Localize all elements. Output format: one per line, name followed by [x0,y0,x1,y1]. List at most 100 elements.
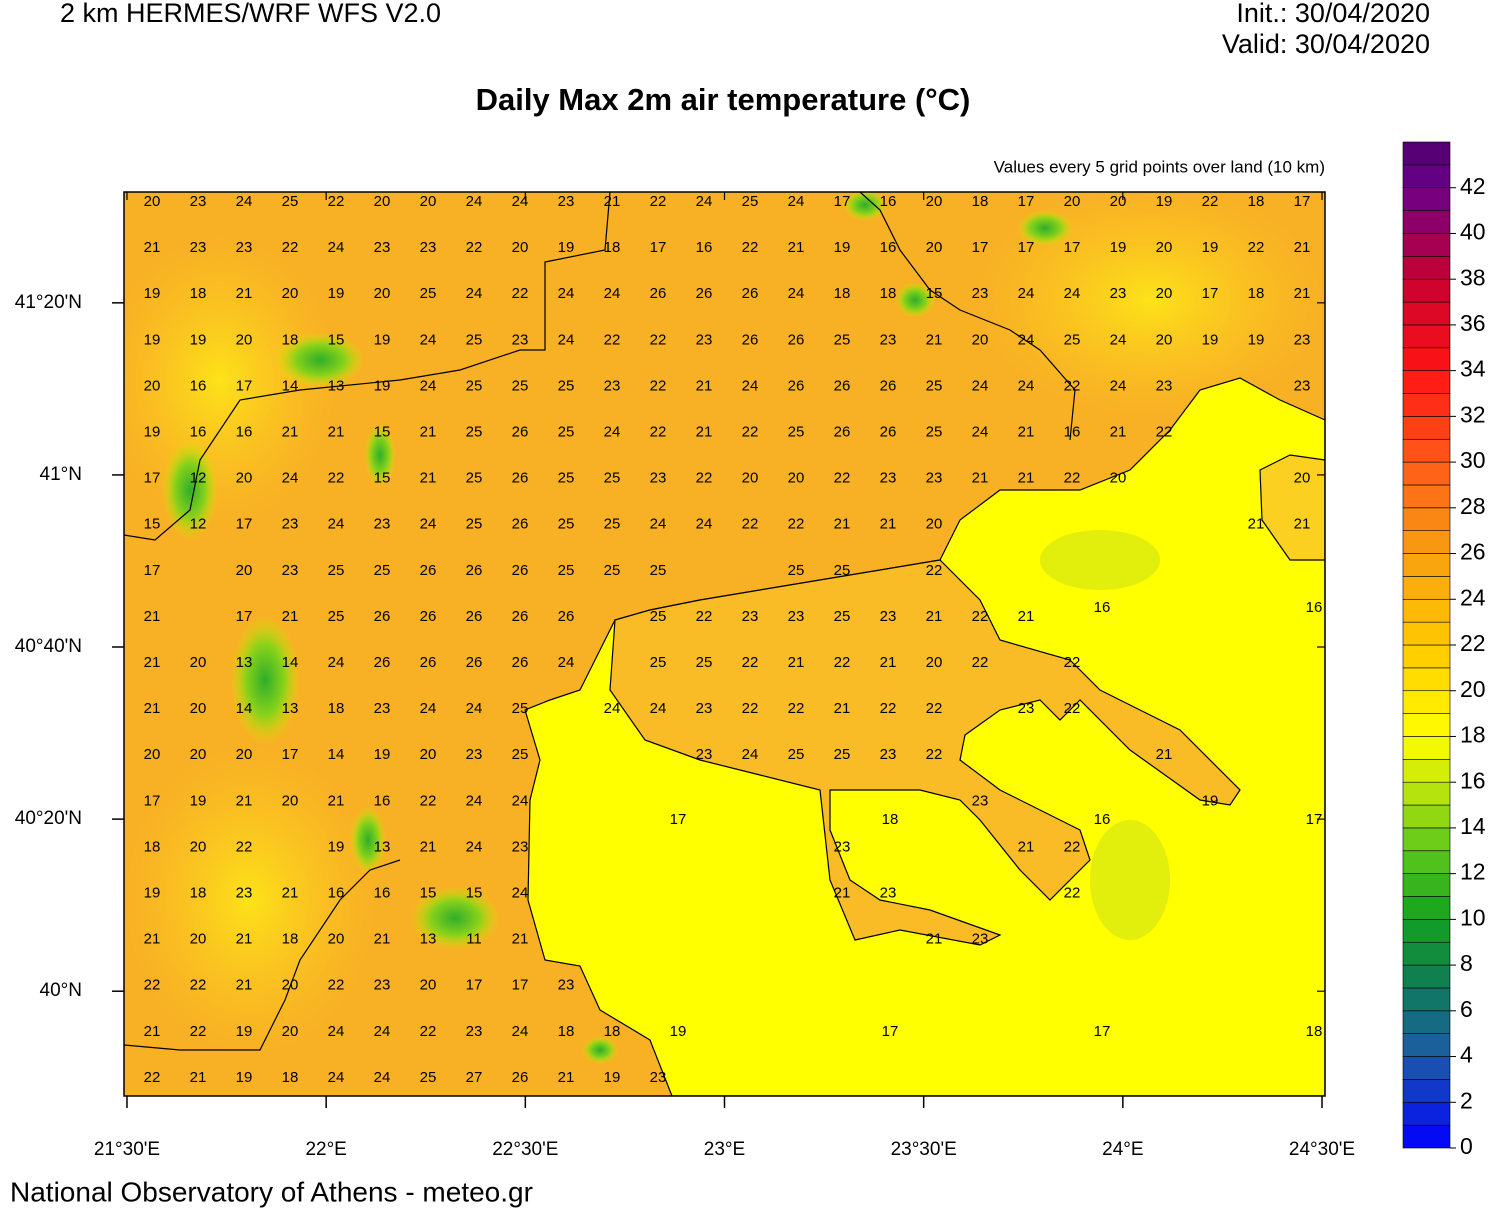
grid-value: 23 [374,516,391,533]
grid-value: 19 [1248,331,1265,348]
grid-value: 19 [834,239,851,256]
colorbar-label: 18 [1460,722,1486,748]
grid-value: 25 [466,516,483,533]
grid-value: 25 [374,562,391,579]
grid-value: 22 [972,654,989,671]
grid-value: 25 [466,470,483,487]
grid-value: 22 [972,608,989,625]
grid-value: 20 [282,977,299,994]
y-tick-label: 41°N [40,464,82,485]
grid-value: 23 [1294,377,1311,394]
grid-value: 19 [236,1023,253,1040]
colorbar-box [1402,210,1451,234]
colorbar-box [1402,233,1451,257]
colorbar-label: 10 [1460,904,1486,930]
map-background [124,192,1325,1096]
grid-value: 26 [788,377,805,394]
grid-value: 24 [466,193,483,210]
grid-value: 24 [558,331,575,348]
grid-value: 23 [190,193,207,210]
grid-value: 21 [1248,516,1265,533]
grid-value: 16 [190,377,207,394]
grid-value: 24 [512,1023,529,1040]
grid-value: 20 [1294,470,1311,487]
grid-value: 26 [374,654,391,671]
colorbar-box [1402,256,1451,280]
colorbar-box [1402,576,1451,600]
grid-value: 26 [696,285,713,302]
grid-value: 22 [880,700,897,717]
grid-value: 22 [742,423,759,440]
grid-value: 24 [374,1069,391,1086]
grid-value: 17 [466,977,483,994]
grid-value: 16 [236,423,253,440]
grid-value: 17 [1064,239,1081,256]
grid-value: 21 [236,977,253,994]
colorbar-box [1402,507,1451,531]
grid-value: 25 [696,654,713,671]
grid-value: 25 [282,193,299,210]
grid-value: 20 [1110,193,1127,210]
grid-value: 16 [1064,423,1081,440]
colorbar-box [1402,919,1451,943]
grid-value: 25 [512,377,529,394]
grid-value: 22 [1064,838,1081,855]
grid-value: 22 [742,239,759,256]
grid-value: 21 [282,884,299,901]
grid-value: 17 [144,792,161,809]
grid-value: 24 [788,193,805,210]
colorbar-label: 42 [1460,173,1486,199]
grid-value: 18 [558,1023,575,1040]
grid-value: 21 [558,1069,575,1086]
grid-value: 21 [926,931,943,948]
grid-value: 21 [1156,746,1173,763]
grid-value: 23 [190,239,207,256]
grid-value: 24 [328,1069,345,1086]
map-title: Daily Max 2m air temperature (°C) [476,82,971,117]
colorbar-box [1402,141,1451,166]
grid-value: 20 [144,377,161,394]
grid-value: 19 [144,285,161,302]
grid-value: 26 [420,654,437,671]
grid-value: 21 [834,516,851,533]
colorbar-label: 40 [1460,219,1486,245]
grid-value: 19 [236,1069,253,1086]
grid-value: 16 [880,193,897,210]
grid-value: 22 [328,193,345,210]
y-tick-label: 40°20'N [15,808,82,829]
grid-value: 22 [604,331,621,348]
grid-value: 20 [236,562,253,579]
grid-value: 25 [788,423,805,440]
grid-value: 26 [466,654,483,671]
grid-value: 22 [926,700,943,717]
colorbar-box [1402,416,1451,440]
grid-value: 23 [1156,377,1173,394]
colorbar-label: 24 [1460,584,1486,610]
grid-value: 17 [1018,239,1035,256]
grid-value: 25 [604,470,621,487]
grid-value: 20 [282,792,299,809]
grid-value: 19 [190,792,207,809]
grid-value: 26 [742,331,759,348]
grid-value: 25 [558,423,575,440]
grid-value: 24 [604,423,621,440]
grid-value: 24 [742,746,759,763]
grid-value: 26 [466,608,483,625]
grid-value: 20 [374,193,391,210]
grid-value: 20 [190,838,207,855]
grid-value: 23 [696,700,713,717]
colorbar-box [1402,530,1451,554]
grid-value: 19 [558,239,575,256]
grid-value: 23 [650,1069,667,1086]
grid-value: 22 [420,1023,437,1040]
y-tick-label: 40°40'N [15,636,82,657]
x-tick-label: 22°30'E [492,1139,558,1160]
grid-value: 24 [420,377,437,394]
colorbar-box [1402,827,1451,852]
grid-value: 22 [650,377,667,394]
grid-value: 23 [1018,700,1035,717]
colorbar-label: 26 [1460,539,1486,565]
grid-value: 15 [374,470,391,487]
grid-value: 24 [972,377,989,394]
